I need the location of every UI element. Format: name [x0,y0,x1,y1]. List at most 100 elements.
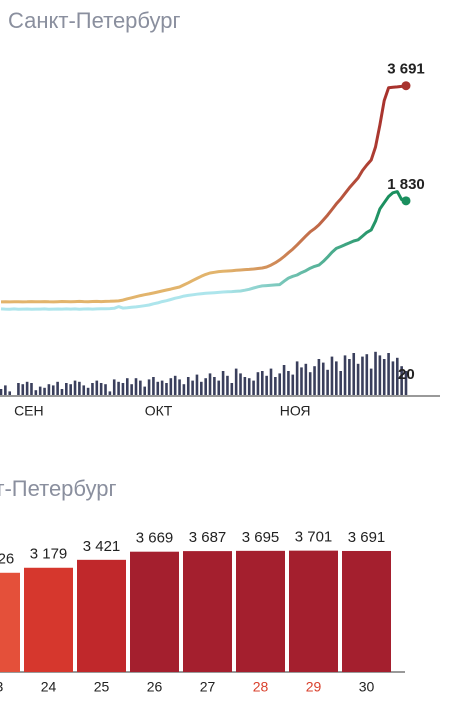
mini-bar [343,355,347,395]
x-tick-label: 28 [253,679,269,695]
mini-bar [56,381,59,395]
mini-bar [95,380,99,395]
mini-bar [65,383,68,395]
mini-bar [178,379,181,395]
mini-bar [112,379,116,395]
mini-bar [195,374,199,395]
mini-bar [104,384,107,395]
value-label: 3 026 [0,551,14,568]
mini-bar [300,367,303,395]
mini-bar [186,377,190,395]
mini-bar [17,383,20,395]
end-dot [401,196,411,206]
mini-bar [213,377,216,395]
mini-bar [317,359,321,395]
mini-bar [226,375,229,395]
mini-bar [78,381,81,395]
chart-title: Санкт-Петербург [8,8,181,33]
mini-bar [252,380,255,395]
mini-bar [73,380,77,395]
mini-bar [287,371,290,395]
bar [183,551,232,672]
mini-bar [230,383,234,395]
mini-bar [260,371,264,395]
mini-bar [356,363,360,395]
mini-bar [321,362,325,395]
mini-bar [152,377,155,395]
value-label: 3 695 [242,529,280,546]
mini-bar [86,387,90,395]
mini-bar [247,378,251,395]
mini-bar [43,387,46,395]
value-label: 3 421 [83,538,121,555]
mini-bar [0,389,3,395]
mini-bar [173,375,177,395]
x-tick-label: 27 [200,679,216,695]
x-tick-label: НОЯ [280,403,311,419]
mini-bar [282,365,286,395]
mini-bar [108,391,112,395]
mini-bar [30,383,33,395]
mini-bar [121,383,125,395]
mini-bar [169,378,173,395]
x-tick-label: 29 [306,679,322,695]
mini-bar [278,373,282,395]
line [0,190,407,311]
mini-bar [243,377,247,395]
mini-bar [60,389,64,395]
mini-bar [191,380,194,395]
mini-bar [313,366,316,395]
mini-bar [256,372,260,395]
bar [0,572,20,672]
value-label: 3 669 [136,530,174,547]
mini-bar [295,361,299,395]
mini-bar [182,384,186,395]
mini-bar [160,380,164,395]
mini-bar [208,373,212,395]
mini-bar [378,355,382,395]
mini-bar [391,361,395,395]
mini-bar [69,384,72,395]
x-tick-label: 26 [147,679,163,695]
mini-bar [234,368,238,395]
value-label: 3 179 [30,546,68,563]
end-label: 1 830 [387,176,425,193]
mini-bar [51,385,55,395]
mini-bar [34,390,38,395]
value-label: 3 687 [189,529,227,546]
mini-bar [400,366,403,395]
bar [236,550,285,672]
end-dot [401,81,411,91]
mini-bar [47,384,51,395]
mini-bar [217,380,221,395]
x-tick-label: 24 [41,679,57,695]
x-tick-label: ОКТ [145,403,173,419]
mini-bar [221,371,225,395]
mini-bar [143,386,147,395]
mini-bar [395,357,399,395]
mini-bar [326,369,329,395]
mini-bar [352,353,356,395]
x-tick-label: 30 [359,679,375,695]
mini-bar [4,385,7,395]
mini-bar [308,372,312,395]
mini-bar [374,351,377,395]
mini-bar [348,359,351,395]
mini-bar [139,380,142,395]
mini-bar [204,378,207,395]
x-tick-label: 23 [0,679,3,695]
mini-bar [265,375,268,395]
mini-bar [165,383,168,395]
x-tick-label: СЕН [14,403,44,419]
mini-bar [404,371,408,395]
mini-bar [291,374,295,395]
mini-bar [125,378,129,395]
mini-bar [382,359,386,395]
mini-bar [304,363,308,395]
mini-bar [200,381,203,395]
mini-bar [156,381,160,395]
mini-bar [361,356,364,395]
mini-bar [269,368,273,395]
mini-bar [335,361,338,395]
